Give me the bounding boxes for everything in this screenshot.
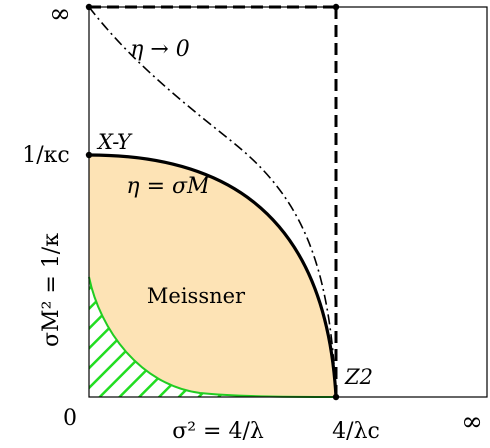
eta-to-zero-curve xyxy=(88,6,337,398)
hatched-region xyxy=(89,277,336,397)
eta-sigma-m-curve xyxy=(88,153,338,398)
meissner-region xyxy=(89,155,336,397)
x-tick-infinity: ∞ xyxy=(461,407,483,437)
point-x-y xyxy=(85,151,93,159)
y-tick-1-over-kappa-c: 1/κc xyxy=(22,143,69,168)
point-top-left xyxy=(85,3,93,11)
y-axis-label: σM² = 1/κ xyxy=(39,233,64,347)
point-label-x-y: X-Y xyxy=(96,130,133,154)
curve-label-eta-to-zero: η → 0 xyxy=(130,37,190,62)
y-tick-infinity: ∞ xyxy=(49,0,71,29)
point-z2 xyxy=(332,393,340,401)
point-top-right xyxy=(332,3,340,11)
y-tick-zero: 0 xyxy=(63,406,77,431)
point-label-z2: Z2 xyxy=(344,365,373,389)
x-tick-4-over-lambda-c: 4/λc xyxy=(332,419,380,444)
region-label-meissner: Meissner xyxy=(147,284,246,308)
curve-label-eta-sigma-m: η = σM xyxy=(126,174,210,199)
x-axis-label: σ² = 4/λ xyxy=(172,419,264,444)
